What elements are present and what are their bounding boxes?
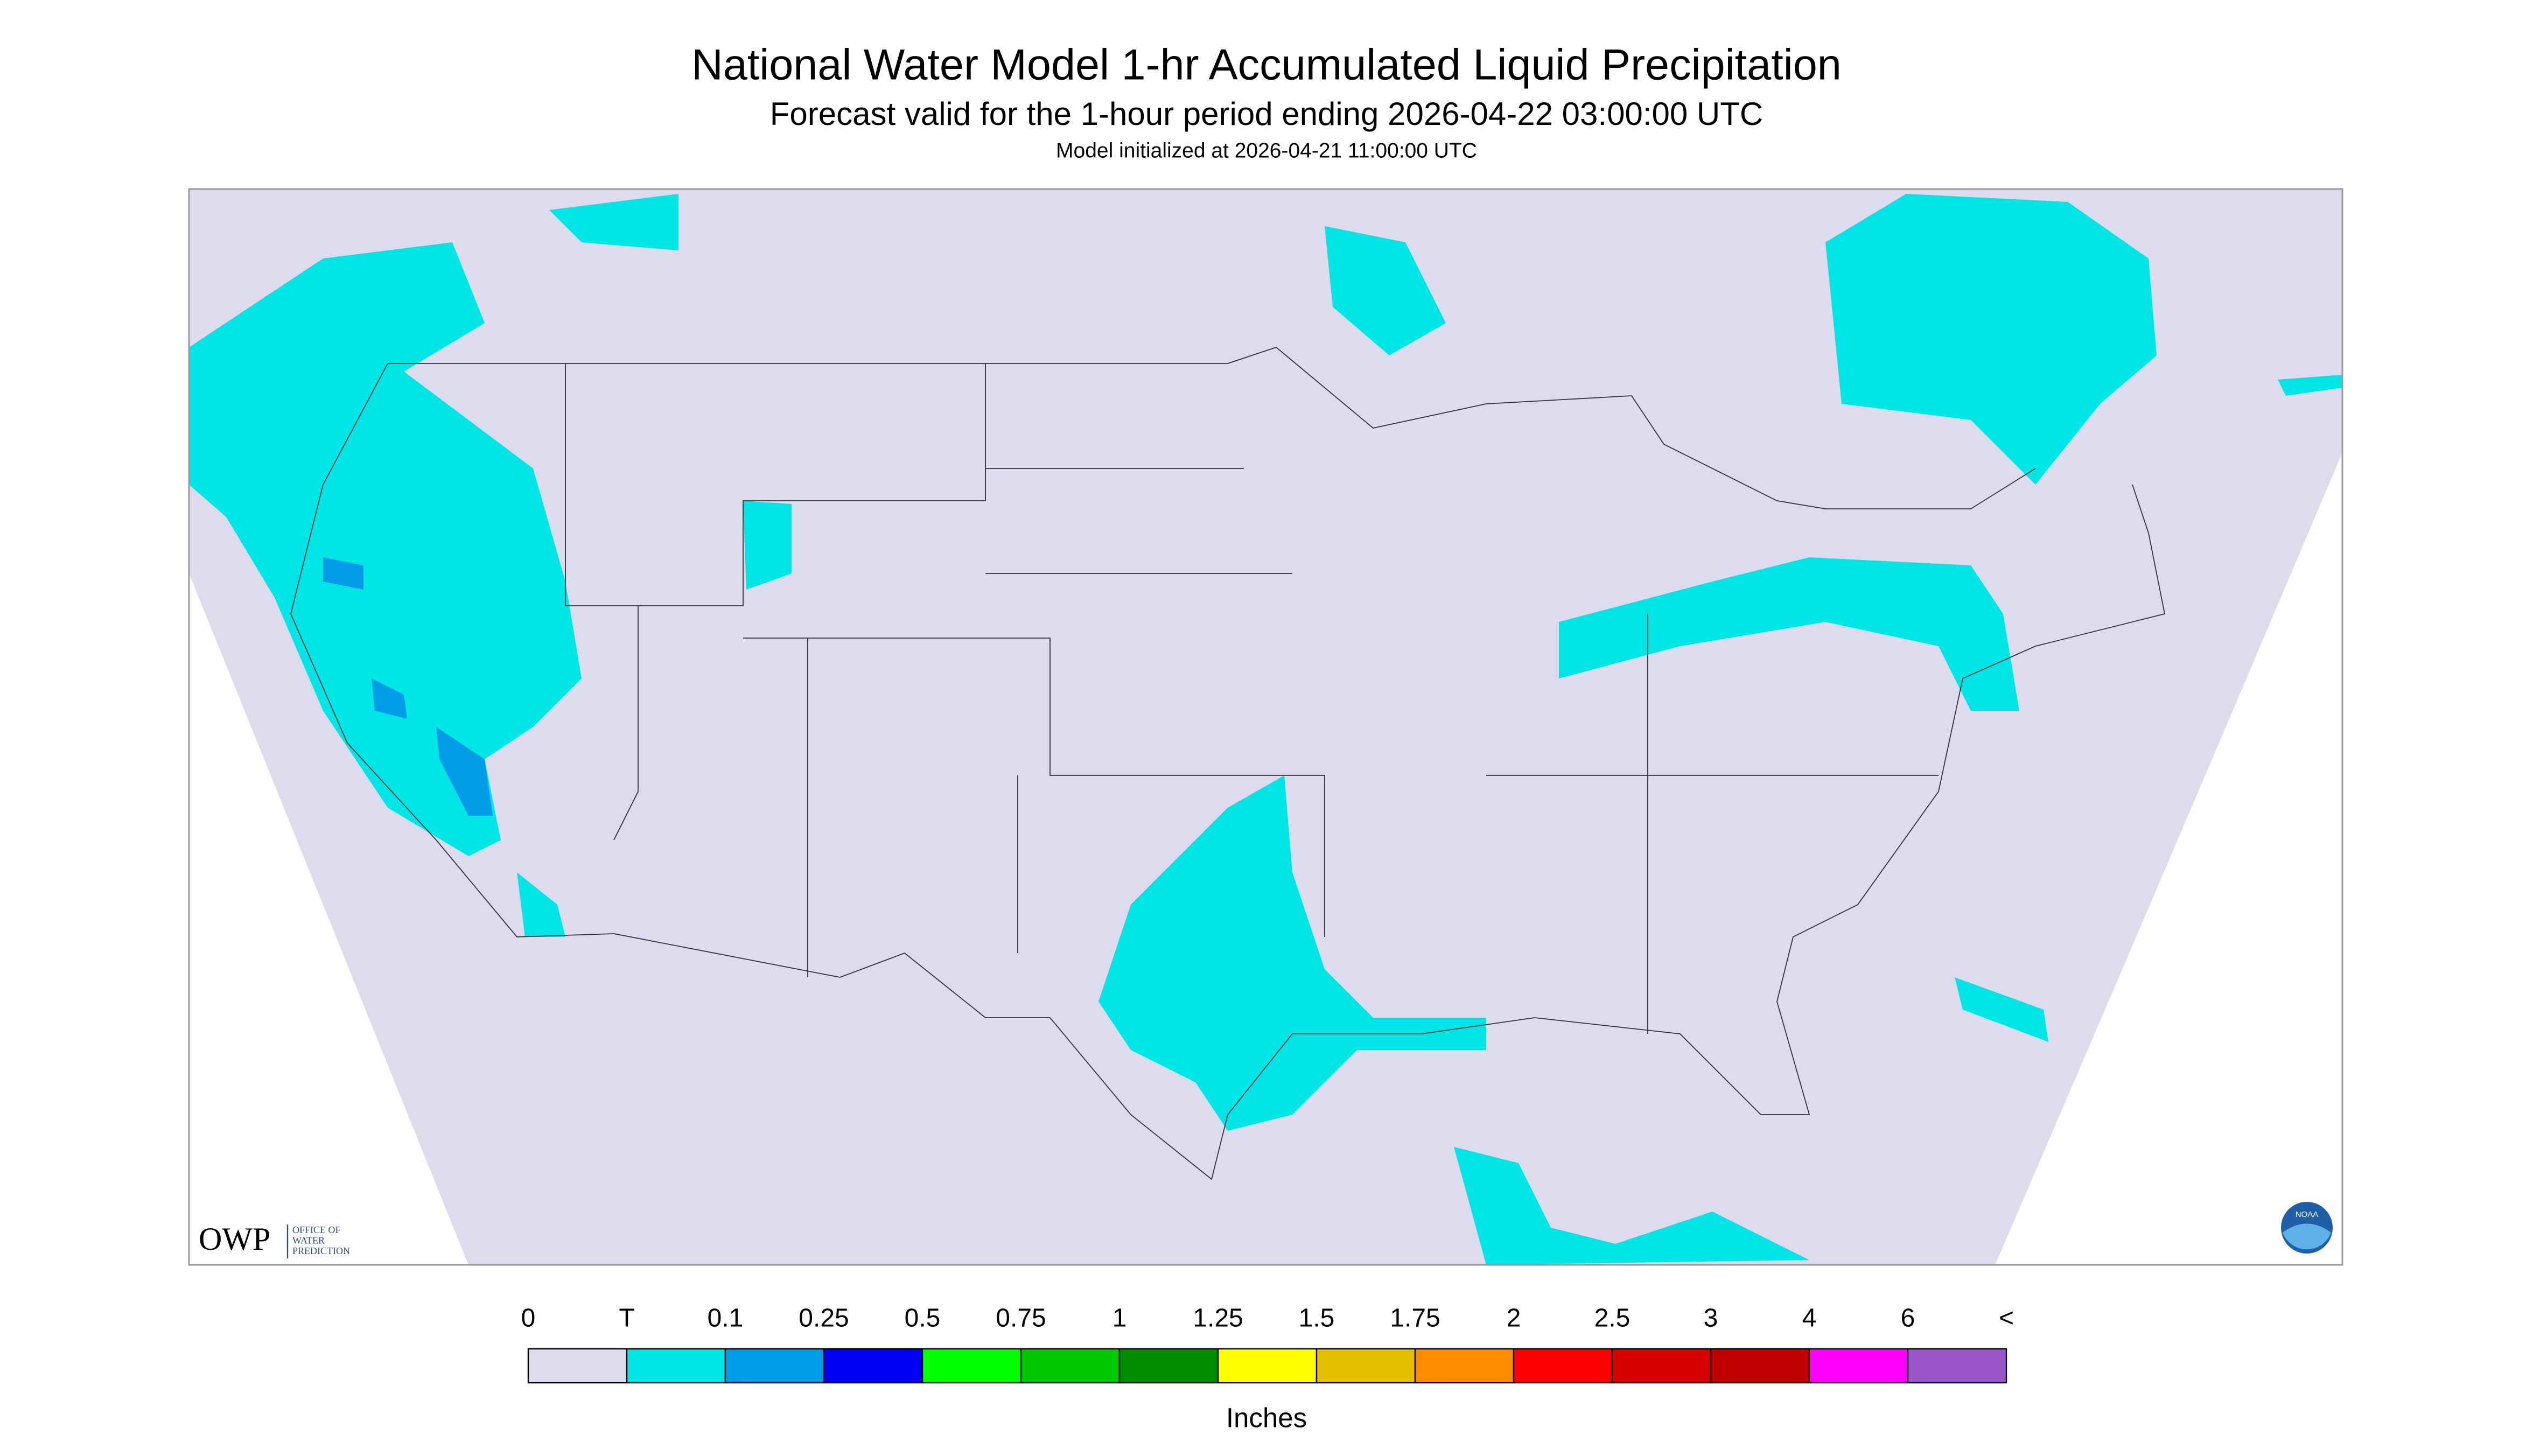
precip-area [517,872,565,937]
precip-area [372,678,407,719]
precip-area [1098,775,1486,1131]
precip-areas-heavy [323,557,493,816]
legend: 0 T 0.1 0.25 0.5 0.75 1 1.25 1.5 1.75 2 2.5 3 4 6 < [521,1304,2014,1384]
legend-swatch [1020,1348,1121,1384]
legend-swatch [1808,1348,1909,1384]
coastline [290,363,2166,1180]
precip-area [2278,375,2342,396]
border [388,346,2036,509]
legend-swatch [1513,1348,1613,1384]
boundaries [290,346,2166,1180]
owp-logo-line: PREDICTION [292,1245,350,1256]
model-domain [189,189,2342,1265]
legend-swatch [1907,1348,2007,1384]
precip-area [436,727,493,816]
legend-swatch [1414,1348,1515,1384]
owp-logo-line: OFFICE OF [292,1224,341,1235]
owp-logo-line: WATER [292,1235,325,1246]
legend-label: 0.5 [905,1304,941,1333]
precip-area [1559,557,2019,711]
legend-label: 4 [1802,1304,1817,1333]
legend-swatch [1611,1348,1712,1384]
legend-label: 3 [1704,1304,1718,1333]
legend-label: 6 [1901,1304,1915,1333]
precip-area [323,557,363,590]
precip-area [1454,1147,1809,1265]
legend-swatch [823,1348,923,1384]
precip-area [743,501,792,590]
precip-areas [189,194,2342,1265]
legend-swatch [527,1348,628,1384]
title: National Water Model 1-hr Accumulated Li… [691,40,1842,89]
precip-area [1325,226,1446,356]
precip-area [1825,194,2157,485]
legend-label: 0.25 [799,1304,849,1333]
legend-label: T [619,1304,634,1333]
legend-unit: Inches [1226,1402,1307,1433]
legend-swatch [1217,1348,1318,1384]
legend-label: 0 [521,1304,536,1333]
legend-label: 0.1 [708,1304,744,1333]
precip-area [189,242,582,857]
map-frame [188,188,2343,1266]
legend-label: 2.5 [1594,1304,1631,1333]
legend-label: < [1999,1304,2014,1333]
precip-area [1955,977,2048,1042]
legend-label: 1.5 [1299,1304,1335,1333]
legend-label: 0.75 [996,1304,1046,1333]
legend-swatch [626,1348,726,1384]
legend-swatch [1710,1348,1810,1384]
legend-label: 2 [1507,1304,1521,1333]
init-note: Model initialized at 2026-04-21 11:00:00… [1056,139,1477,162]
subtitle: Forecast valid for the 1-hour period end… [770,96,1763,132]
precip-area [549,194,678,251]
legend-label: 1.25 [1193,1304,1243,1333]
state-lines [565,363,1939,1034]
legend-swatch [1118,1348,1219,1384]
legend-swatch [921,1348,1022,1384]
legend-label: 1.75 [1390,1304,1440,1333]
owp-logo: OWP [199,1221,270,1257]
noaa-logo-text: NOAA [2296,1210,2319,1219]
legend-swatch [1316,1348,1416,1384]
legend-swatch [724,1348,825,1384]
noaa-logo-wave [2283,1223,2331,1250]
legend-label: 1 [1112,1304,1127,1333]
